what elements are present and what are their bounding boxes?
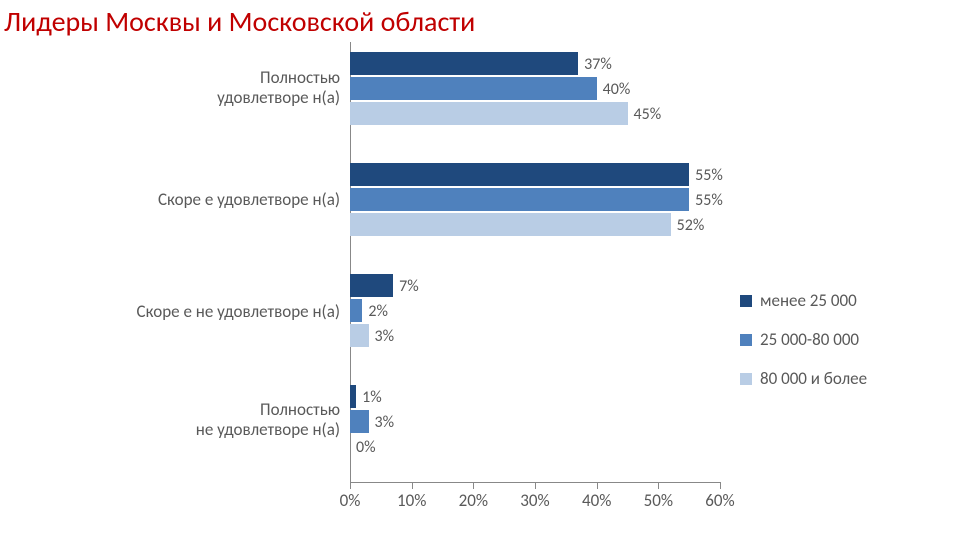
category-label: Полностью не удовлетворе н(а) — [0, 400, 340, 441]
bar-value-label: 3% — [375, 413, 395, 432]
x-tick-label: 10% — [397, 490, 426, 511]
x-tick-label: 0% — [340, 490, 361, 511]
category-label-line: не удовлетворе н(а) — [196, 419, 340, 440]
bar-value-label: 1% — [362, 388, 382, 407]
x-tick — [535, 482, 536, 489]
bar — [350, 77, 597, 100]
x-tick-label: 40% — [582, 490, 611, 511]
category-label-line: Скоре е не удовлетворе н(а) — [137, 301, 340, 322]
legend-swatch — [740, 295, 752, 307]
bar-value-label: 45% — [634, 105, 662, 124]
bar — [350, 102, 628, 125]
category-label: Полностью удовлетворе н(а) — [0, 68, 340, 109]
bar — [350, 52, 578, 75]
x-tick — [658, 482, 659, 489]
legend-item: 25 000-80 000 — [740, 329, 950, 350]
legend-swatch — [740, 373, 752, 385]
bar — [350, 163, 689, 186]
bar-value-label: 3% — [375, 327, 395, 346]
bar-value-label: 55% — [695, 166, 723, 185]
bar-value-label: 52% — [677, 216, 705, 235]
category-label-line: Полностью — [260, 67, 340, 88]
category-label: Скоре е не удовлетворе н(а) — [0, 302, 340, 322]
plot-area: 37%40%45%55%55%52%7%2%3%1%3%0% 0%10%20%3… — [350, 42, 720, 482]
bar-value-label: 55% — [695, 191, 723, 210]
category-label-line: Полностью — [260, 399, 340, 420]
bar — [350, 324, 369, 347]
bar-value-label: 2% — [368, 302, 388, 321]
bar — [350, 274, 393, 297]
x-tick — [350, 482, 351, 489]
legend-label: 80 000 и более — [760, 368, 867, 389]
legend-item: менее 25 000 — [740, 290, 950, 311]
x-tick — [720, 482, 721, 489]
legend-label: менее 25 000 — [760, 290, 857, 311]
bar — [350, 385, 356, 408]
chart-container: Полностью удовлетворе н(а) Скоре е удовл… — [0, 42, 960, 540]
legend-swatch — [740, 334, 752, 346]
bar — [350, 213, 671, 236]
bar — [350, 410, 369, 433]
legend-label: 25 000-80 000 — [760, 329, 859, 350]
x-tick-label: 20% — [459, 490, 488, 511]
x-tick-label: 60% — [705, 490, 734, 511]
category-label: Скоре е удовлетворе н(а) — [0, 190, 340, 210]
x-tick — [597, 482, 598, 489]
bar — [350, 188, 689, 211]
legend-item: 80 000 и более — [740, 368, 950, 389]
legend: менее 25 000 25 000-80 000 80 000 и боле… — [740, 290, 950, 407]
bar-value-label: 7% — [399, 277, 419, 296]
y-axis-labels: Полностью удовлетворе н(а) Скоре е удовл… — [0, 42, 340, 482]
category-label-line: удовлетворе н(а) — [217, 87, 340, 108]
bar-value-label: 40% — [603, 80, 631, 99]
bar-value-label: 0% — [356, 438, 376, 457]
category-label-line: Скоре е удовлетворе н(а) — [158, 189, 340, 210]
x-tick-label: 30% — [520, 490, 549, 511]
x-tick-label: 50% — [644, 490, 673, 511]
chart-title: Лидеры Москвы и Московской области — [0, 0, 960, 39]
bar-value-label: 37% — [584, 55, 612, 74]
x-tick — [412, 482, 413, 489]
bar — [350, 299, 362, 322]
x-tick — [473, 482, 474, 489]
